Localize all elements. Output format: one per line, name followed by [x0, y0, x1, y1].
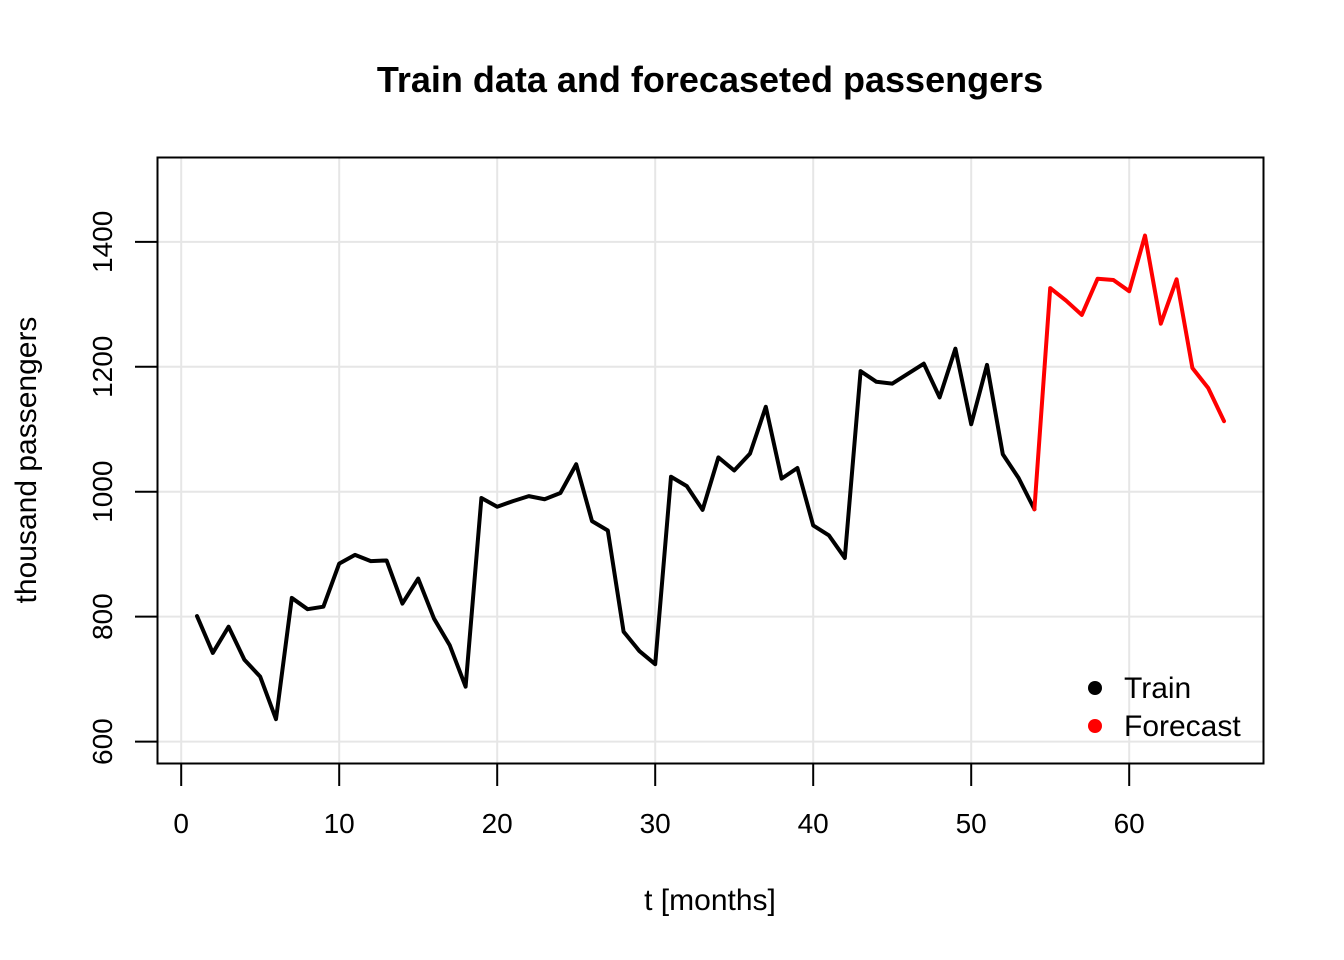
x-tick-label: 20	[482, 808, 513, 839]
x-tick-label: 30	[640, 808, 671, 839]
x-tick-label: 50	[956, 808, 987, 839]
series-lines	[195, 233, 1226, 722]
y-tick-label: 1200	[87, 336, 118, 398]
grid	[157, 157, 1264, 764]
legend: Train Forecast	[1088, 672, 1241, 743]
legend-label-forecast: Forecast	[1124, 710, 1241, 743]
chart-title: Train data and forecaseted passengers	[377, 59, 1043, 100]
legend-marker-train	[1088, 681, 1102, 695]
series-line-forecast	[1032, 233, 1226, 512]
plot-frame	[156, 156, 1265, 765]
legend-label-train: Train	[1124, 672, 1191, 705]
y-axis: 600 800 1000 1200 1400	[87, 211, 159, 765]
series-line-train	[195, 346, 1037, 722]
y-tick-label: 1000	[87, 461, 118, 523]
x-axis-label: t [months]	[644, 884, 776, 917]
y-tick-label: 1400	[87, 211, 118, 273]
y-tick-label: 800	[87, 593, 118, 640]
x-tick-label: 0	[173, 808, 189, 839]
x-axis: 0 10 20 30 40 50 60	[173, 762, 1145, 839]
y-tick-label: 600	[87, 718, 118, 765]
x-tick-label: 10	[324, 808, 355, 839]
x-tick-label: 60	[1114, 808, 1145, 839]
y-axis-label: thousand passengers	[10, 317, 43, 604]
x-tick-label: 40	[798, 808, 829, 839]
legend-marker-forecast	[1088, 719, 1102, 733]
